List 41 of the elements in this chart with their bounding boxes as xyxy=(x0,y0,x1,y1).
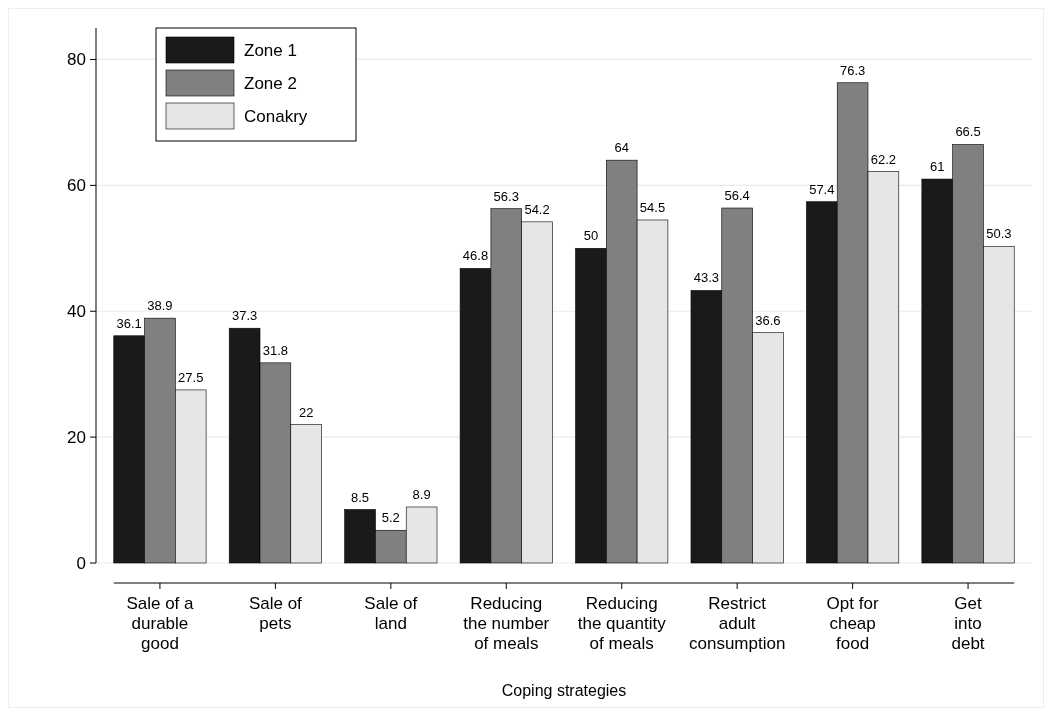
data-label: 56.4 xyxy=(724,188,750,204)
data-label: 38.9 xyxy=(147,298,173,314)
y-tick-label: 80 xyxy=(67,50,86,70)
data-label: 36.1 xyxy=(116,315,142,331)
data-label: 50 xyxy=(583,228,599,244)
data-label: 8.9 xyxy=(412,486,431,502)
data-label: 66.5 xyxy=(955,124,981,140)
data-label: 54.2 xyxy=(524,201,550,217)
x-tick-label: Get into debt xyxy=(951,594,985,653)
x-tick-label: Opt for cheap food xyxy=(826,594,879,653)
data-label: 61 xyxy=(930,159,945,175)
data-label: 8.5 xyxy=(351,489,370,505)
y-tick-label: 60 xyxy=(67,176,86,196)
x-tick-label: Sale of pets xyxy=(248,594,303,633)
legend-label: Zone 2 xyxy=(244,73,297,93)
data-label: 62.2 xyxy=(870,151,897,167)
data-label: 50.3 xyxy=(986,226,1012,242)
data-label: 57.4 xyxy=(809,181,835,197)
data-label: 27.5 xyxy=(178,369,204,385)
data-label: 22 xyxy=(298,404,314,420)
x-tick-label: Reducing the quantity of meals xyxy=(577,594,667,653)
x-tick-label: Sale of a durable good xyxy=(126,594,195,653)
x-tick-label: Reducing the number of meals xyxy=(463,594,550,653)
data-label: 43.3 xyxy=(693,270,720,286)
legend-label: Zone 1 xyxy=(244,40,297,60)
data-label: 56.3 xyxy=(493,188,519,204)
x-tick-label: Restrict adult consumption xyxy=(688,594,786,653)
data-label: 54.5 xyxy=(639,199,666,215)
data-label: 46.8 xyxy=(462,248,489,264)
data-label: 37.3 xyxy=(231,308,258,324)
y-tick-label: 20 xyxy=(67,428,86,448)
x-axis-title: Coping strategies xyxy=(501,682,627,699)
data-label: 64 xyxy=(614,140,629,156)
data-label: 76.3 xyxy=(839,62,866,78)
legend-label: Conakry xyxy=(244,106,308,126)
y-tick-label: 40 xyxy=(67,302,86,322)
data-label: 36.6 xyxy=(755,312,781,328)
y-tick-label: 0 xyxy=(76,553,86,573)
data-label: 5.2 xyxy=(381,510,400,526)
x-tick-label: Sale of land xyxy=(364,594,418,633)
data-label: 31.8 xyxy=(262,342,289,358)
